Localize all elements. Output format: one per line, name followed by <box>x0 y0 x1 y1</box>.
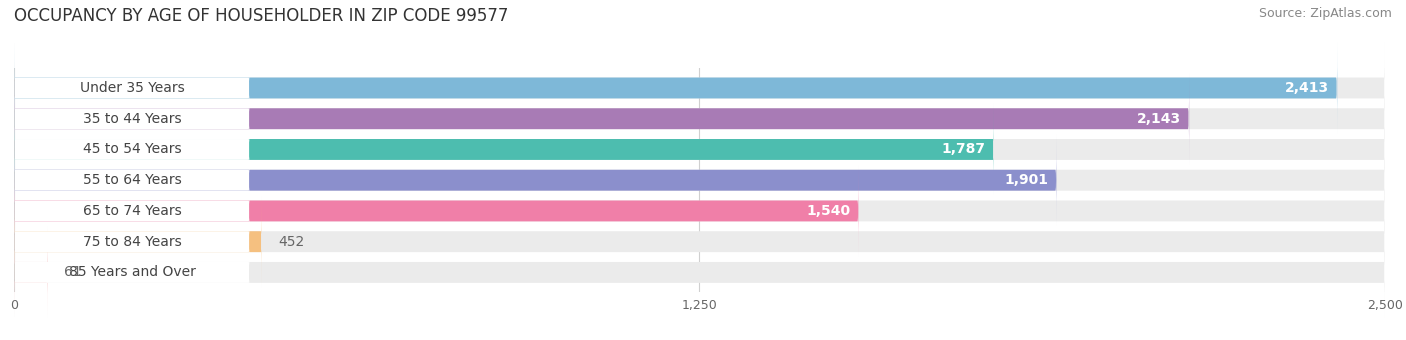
FancyBboxPatch shape <box>14 165 1385 256</box>
FancyBboxPatch shape <box>14 227 48 318</box>
FancyBboxPatch shape <box>14 73 1385 164</box>
FancyBboxPatch shape <box>14 73 250 164</box>
Text: Source: ZipAtlas.com: Source: ZipAtlas.com <box>1258 7 1392 20</box>
Text: 75 to 84 Years: 75 to 84 Years <box>83 235 181 249</box>
FancyBboxPatch shape <box>14 104 250 195</box>
Text: Under 35 Years: Under 35 Years <box>80 81 184 95</box>
FancyBboxPatch shape <box>14 196 250 287</box>
Text: 61: 61 <box>63 266 82 279</box>
FancyBboxPatch shape <box>14 135 1385 226</box>
Text: 1,540: 1,540 <box>806 204 851 218</box>
FancyBboxPatch shape <box>14 42 1385 134</box>
FancyBboxPatch shape <box>14 227 1385 318</box>
FancyBboxPatch shape <box>14 165 859 256</box>
FancyBboxPatch shape <box>14 196 262 287</box>
FancyBboxPatch shape <box>14 165 250 256</box>
Text: 1,787: 1,787 <box>942 142 986 156</box>
Text: 65 to 74 Years: 65 to 74 Years <box>83 204 181 218</box>
FancyBboxPatch shape <box>14 73 1189 164</box>
Text: 452: 452 <box>278 235 305 249</box>
Text: 45 to 54 Years: 45 to 54 Years <box>83 142 181 156</box>
FancyBboxPatch shape <box>14 104 994 195</box>
FancyBboxPatch shape <box>14 42 1337 134</box>
FancyBboxPatch shape <box>14 42 250 134</box>
Text: 1,901: 1,901 <box>1004 173 1049 187</box>
Text: 2,143: 2,143 <box>1137 112 1181 126</box>
Text: 35 to 44 Years: 35 to 44 Years <box>83 112 181 126</box>
Text: 2,413: 2,413 <box>1285 81 1329 95</box>
Text: OCCUPANCY BY AGE OF HOUSEHOLDER IN ZIP CODE 99577: OCCUPANCY BY AGE OF HOUSEHOLDER IN ZIP C… <box>14 7 509 25</box>
FancyBboxPatch shape <box>14 135 250 226</box>
FancyBboxPatch shape <box>14 135 1056 226</box>
Text: 55 to 64 Years: 55 to 64 Years <box>83 173 181 187</box>
FancyBboxPatch shape <box>14 104 1385 195</box>
FancyBboxPatch shape <box>14 196 1385 287</box>
Text: 85 Years and Over: 85 Years and Over <box>69 266 195 279</box>
FancyBboxPatch shape <box>14 227 250 318</box>
